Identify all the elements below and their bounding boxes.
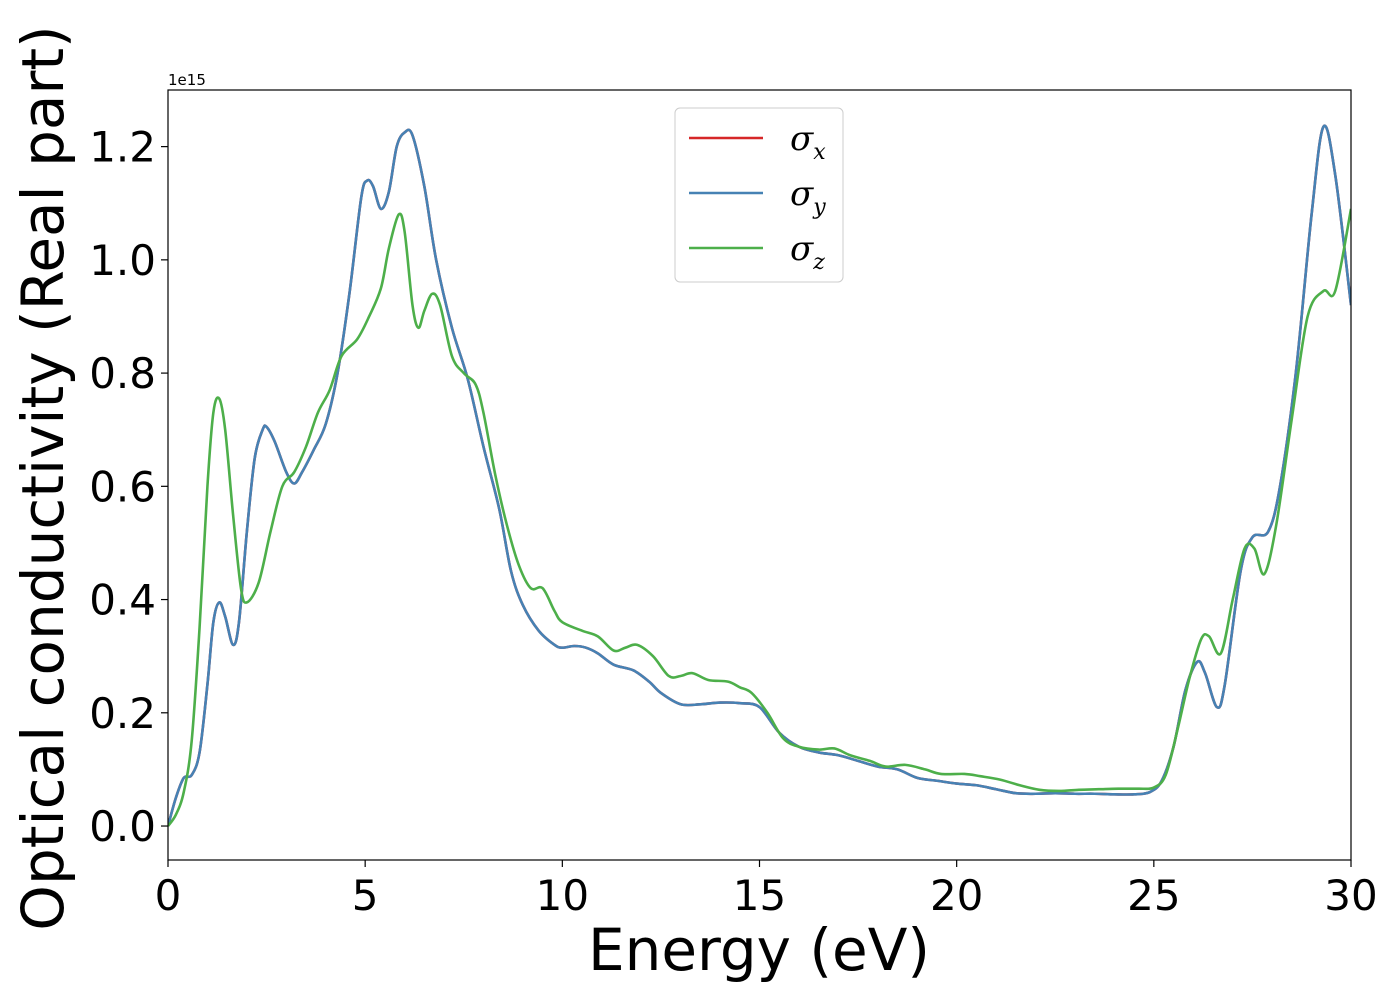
y-tick-label: 0.6 xyxy=(89,462,156,511)
legend-label-sigma-y: σy xyxy=(790,174,826,220)
y-axis-title: Optical conductivity (Real part) xyxy=(9,25,77,930)
y-tick-label: 0.0 xyxy=(89,802,156,851)
x-tick-label: 10 xyxy=(536,871,589,920)
x-tick-label: 5 xyxy=(352,871,379,920)
legend-label-sigma-x: σx xyxy=(790,119,826,165)
x-axis-ticks: 0 5 10 15 20 25 30 xyxy=(155,860,1378,920)
series-line-sigma-z xyxy=(168,208,1351,827)
y-axis-ticks: 0.0 0.2 0.4 0.6 0.8 1.0 1.2 xyxy=(89,123,168,851)
x-tick-label: 20 xyxy=(930,871,983,920)
series-layer xyxy=(168,124,1351,827)
y-tick-label: 1.2 xyxy=(89,123,156,172)
y-tick-label: 1.0 xyxy=(89,236,156,285)
x-tick-label: 15 xyxy=(733,871,786,920)
offset-text: 1e15 xyxy=(168,71,206,89)
y-tick-label: 0.4 xyxy=(89,576,156,625)
x-tick-label: 25 xyxy=(1127,871,1180,920)
legend-box xyxy=(674,107,844,283)
legend-label-sigma-z: σz xyxy=(790,229,825,275)
legend: σx σy σz xyxy=(674,107,844,283)
x-tick-label: 30 xyxy=(1324,871,1377,920)
x-axis-title: Energy (eV) xyxy=(588,916,930,984)
y-tick-label: 0.2 xyxy=(89,689,156,738)
x-tick-label: 0 xyxy=(155,871,182,920)
y-tick-label: 0.8 xyxy=(89,349,156,398)
